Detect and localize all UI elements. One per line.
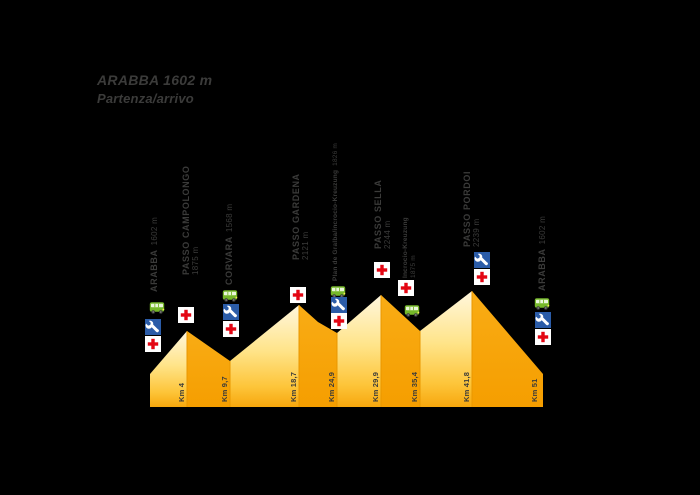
location-label-passo-pordoi: PASSO PORDOI 2239 m [462,171,482,247]
service-wrench-icon [145,319,161,335]
service-wrench-icon [535,312,551,328]
location-name: ARABBA [537,248,547,291]
km-label: Km 41,8 [462,371,471,402]
profile-descent-segment [187,331,230,407]
km-label: Km 24,9 [327,371,336,402]
location-name: PASSO CAMPOLONGO [181,165,191,275]
location-altitude: 1875 m [409,255,417,278]
km-divider-lines [186,291,473,407]
service-wrench-icon [474,252,490,268]
first-aid-cross-icon [331,313,347,329]
location-label-arabba-start: ARABBA 1602 m [148,217,160,292]
profile-climb-segment [420,291,472,407]
location-altitude: 1568 m [225,203,234,233]
km-label: Km 35,4 [410,371,419,402]
profile-climb-segment [337,295,381,407]
km-label: Km 51 [530,378,539,402]
location-name: ARABBA [149,249,159,292]
first-aid-cross-icon [290,287,306,303]
first-aid-cross-icon [474,269,490,285]
title-subtitle: Partenza/arrivo [97,91,194,106]
first-aid-cross-icon [223,321,239,337]
location-name: PASSO GARDENA [291,173,301,260]
location-altitude: 1826 m [332,142,339,166]
first-aid-cross-icon [535,329,551,345]
location-altitude: 2239 m [472,218,481,247]
service-wrench-icon [331,297,347,313]
location-name: Plan de Gralba/incrocio-Kreuzung [332,169,339,281]
km-label: Km 4 [177,382,186,402]
location-label-incrocio-kreuzung: Incrocio-Kreuzung 1875 m [402,217,417,278]
first-aid-cross-icon [145,336,161,352]
location-name: PASSO SELLA [373,179,383,249]
location-label-passo-campolongo: PASSO CAMPOLONGO 1875 m [181,166,201,275]
first-aid-cross-icon [374,262,390,278]
location-label-passo-gardena: PASSO GARDENA 2121 m [291,173,311,260]
profile-climb-segment [230,305,299,407]
location-altitude: 2121 m [301,231,310,260]
profile-descent-segment [472,291,543,407]
bus-icon [404,305,420,317]
first-aid-cross-icon [178,307,194,323]
location-altitude: 2244 m [383,220,392,249]
location-label-plan-de-gralba: Plan de Gralba/incrocio-Kreuzung 1826 m [329,143,340,281]
location-name: CORVARA [224,236,234,285]
bus-icon [534,298,550,310]
location-label-passo-sella: PASSO SELLA 2244 m [373,180,393,249]
location-altitude: 1602 m [538,215,547,245]
profile-climb-segment [150,331,187,407]
location-label-corvara: CORVARA 1568 m [223,204,235,285]
profile-descent-segment [381,295,420,407]
page-title: ARABBA 1602 m Partenza/arrivo [97,72,212,106]
service-wrench-icon [223,304,239,320]
km-label: Km 9,7 [220,376,229,402]
location-name: Incrocio-Kreuzung [402,217,409,278]
title-start-finish-name: ARABBA 1602 m [97,72,213,88]
location-label-arabba-finish: ARABBA 1602 m [536,216,548,291]
location-name: PASSO PORDOI [462,170,472,247]
bus-icon [222,290,238,302]
location-altitude: 1875 m [191,246,200,275]
location-altitude: 1602 m [150,216,159,246]
km-label: Km 18,7 [289,371,298,402]
first-aid-cross-icon [398,280,414,296]
km-label: Km 29,9 [371,371,380,402]
profile-descent-segment [299,305,337,407]
bus-icon [149,302,165,314]
